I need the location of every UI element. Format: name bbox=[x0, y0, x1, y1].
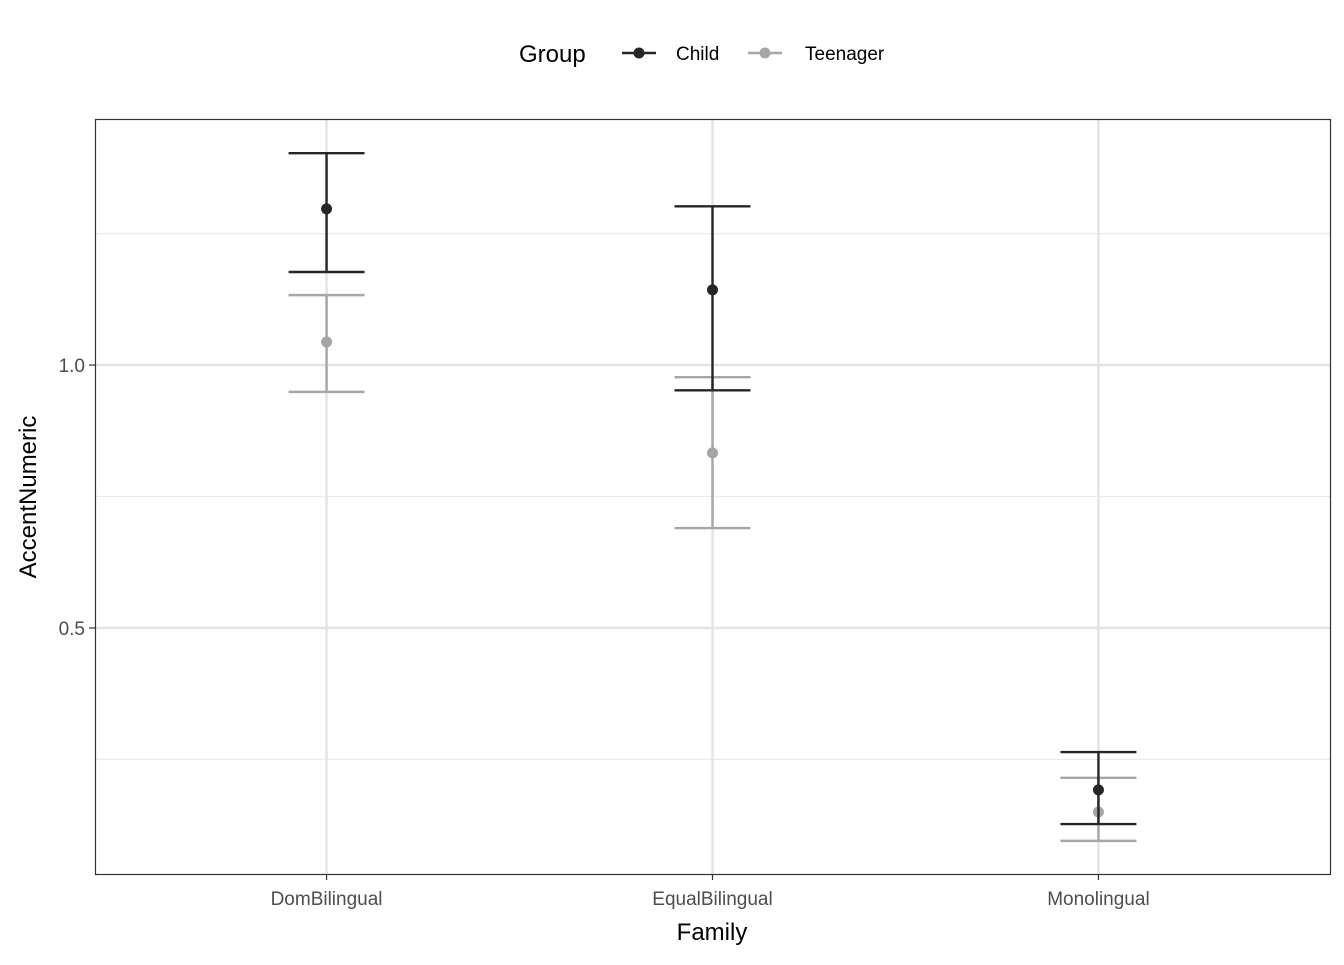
legend-label-child: Child bbox=[676, 44, 719, 65]
x-tick-label: EqualBilingual bbox=[652, 889, 772, 910]
legend-key-point bbox=[759, 47, 771, 59]
y-tick-label: 1.0 bbox=[59, 356, 85, 377]
axes: 0.5 1.0 DomBilingual EqualBilingual Monoling… bbox=[59, 356, 1150, 910]
point-child bbox=[1092, 784, 1104, 796]
x-tick-label: Monolingual bbox=[1047, 889, 1149, 910]
point-teenager bbox=[321, 336, 333, 348]
legend-key-point bbox=[633, 47, 645, 59]
y-axis-title: AccentNumeric bbox=[15, 416, 42, 579]
point-child bbox=[321, 203, 333, 215]
legend-label-teenager: Teenager bbox=[805, 44, 885, 65]
marks bbox=[288, 151, 1137, 843]
x-tick-label: DomBilingual bbox=[271, 889, 383, 910]
y-tick-label: 0.5 bbox=[59, 619, 85, 640]
point-teenager bbox=[707, 447, 718, 459]
x-axis-title: Family bbox=[677, 919, 748, 946]
point-child bbox=[707, 284, 718, 296]
legend: Group Child Teenager bbox=[519, 41, 885, 68]
legend-title: Group bbox=[519, 41, 586, 68]
